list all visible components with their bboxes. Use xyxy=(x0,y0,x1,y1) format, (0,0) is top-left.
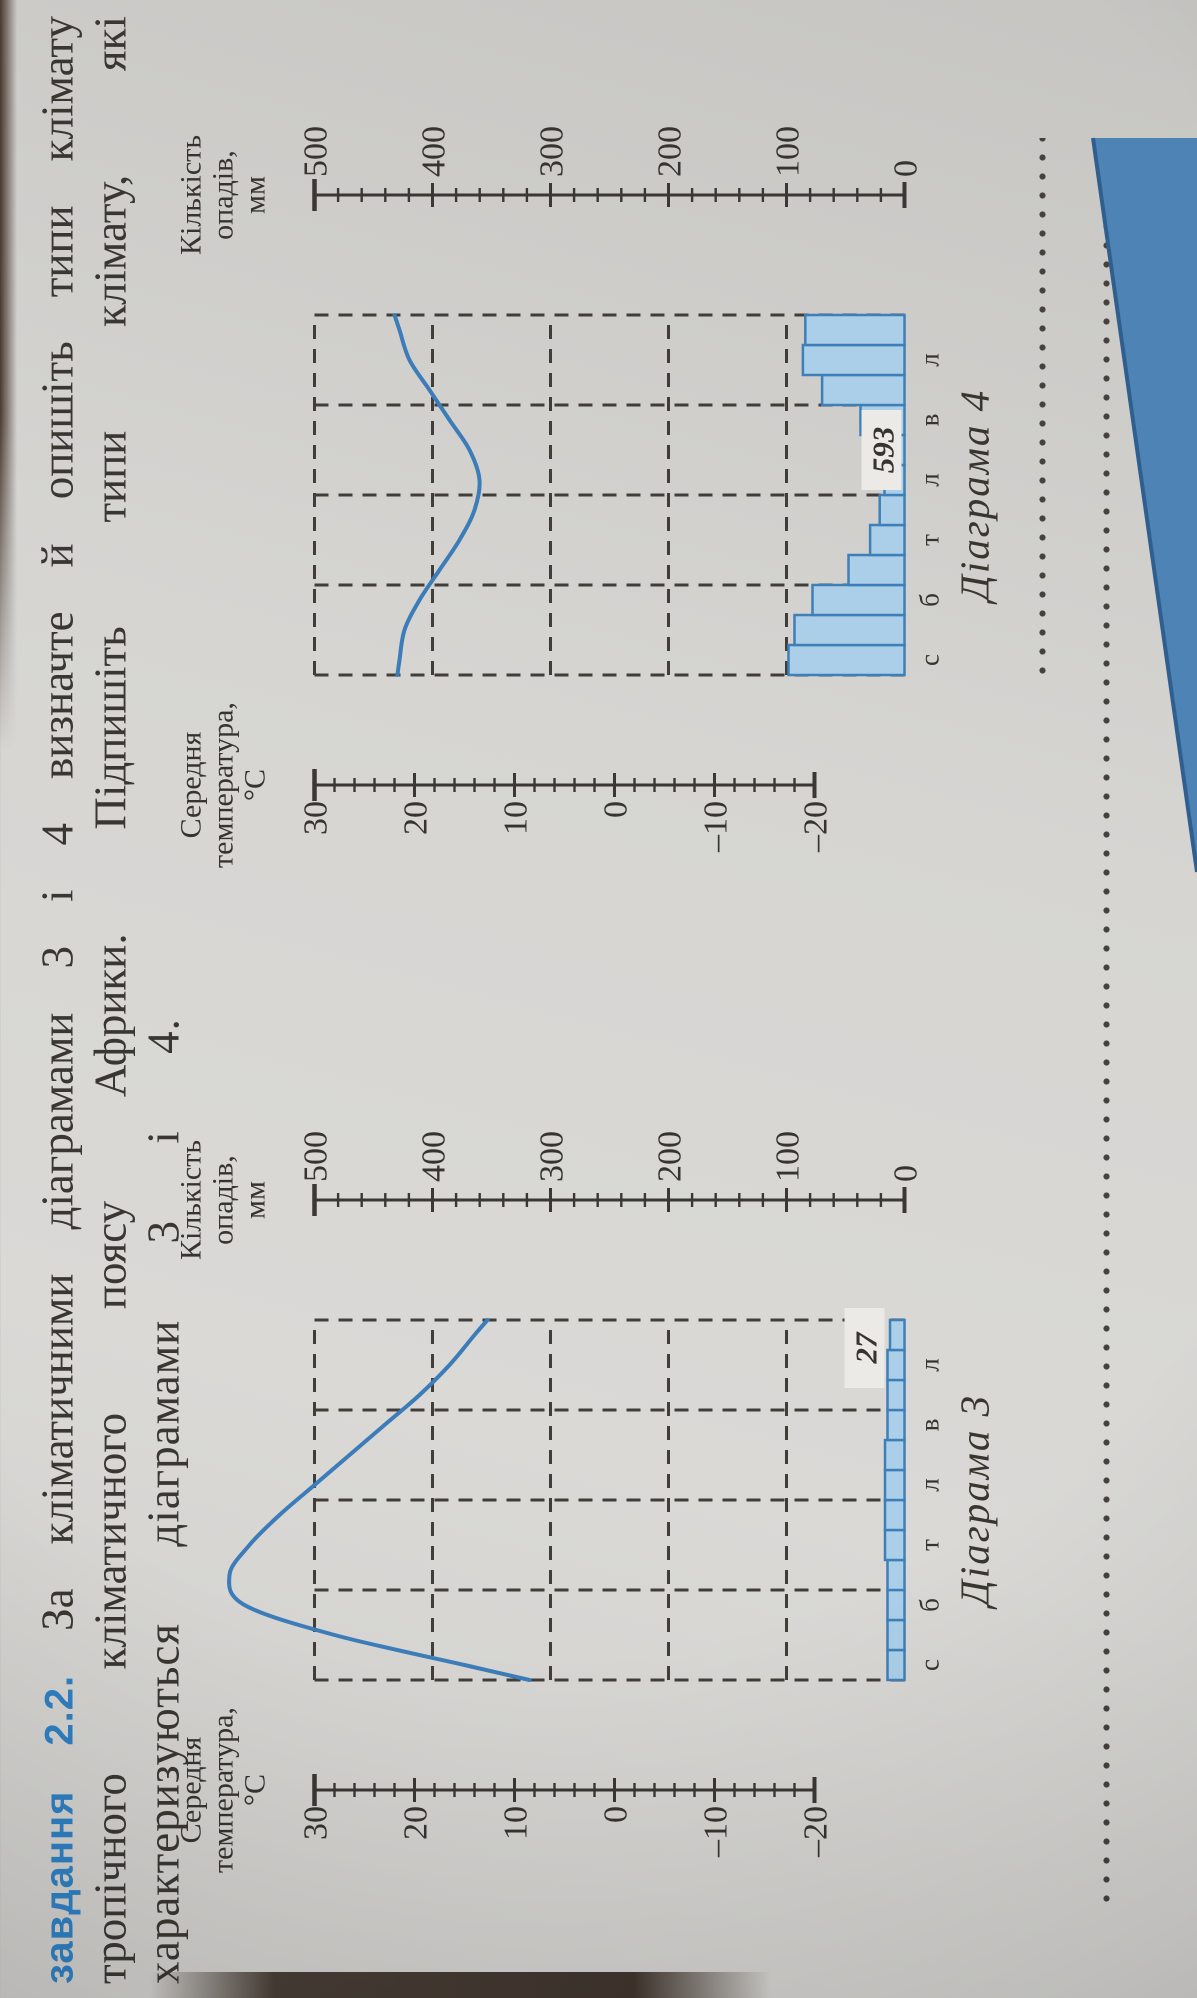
temp-axis-label: Середня xyxy=(174,1736,207,1843)
temp-ruler-tick-label: 10 xyxy=(497,1806,534,1840)
temp-ruler-tick-label: 20 xyxy=(397,1806,434,1840)
month-letter: л xyxy=(914,353,944,366)
precip-bar xyxy=(883,1468,906,1502)
precip-bar xyxy=(883,1438,906,1472)
book-gutter-shadow-left xyxy=(0,0,17,750)
precip-bar xyxy=(803,313,906,347)
month-letter: л xyxy=(914,1478,944,1491)
precip-axis-label: опадів, xyxy=(206,1155,239,1245)
precip-ruler-tick-label: 500 xyxy=(297,126,334,177)
month-letter: с xyxy=(914,1659,944,1671)
precip-axis-label: мм xyxy=(238,176,271,214)
answer-dotted-line-1 xyxy=(1038,138,1046,680)
diagram-3-caption: Діаграма 3 xyxy=(951,1393,997,1607)
temp-ruler-tick-label: –10 xyxy=(697,1806,734,1858)
month-letter: т xyxy=(914,1539,944,1551)
precip-ruler-tick-label: 0 xyxy=(887,1165,924,1182)
precip-bar xyxy=(885,1618,906,1652)
temp-ruler-tick-label: –20 xyxy=(797,1806,834,1858)
precip-axis-label: мм xyxy=(238,1181,271,1219)
month-letter: л xyxy=(914,473,944,486)
temp-axis-label: °С xyxy=(238,1774,271,1806)
temp-axis-label: температура, xyxy=(206,702,239,868)
precip-ruler-tick-label: 200 xyxy=(651,126,688,177)
month-letter: б xyxy=(914,593,944,607)
precip-bar xyxy=(885,1588,906,1622)
temp-ruler-tick-label: 0 xyxy=(597,1806,634,1823)
temp-axis-label: °С xyxy=(238,769,271,801)
precip-bar xyxy=(820,373,906,407)
precip-ruler-tick-label: 200 xyxy=(651,1131,688,1182)
precip-bar xyxy=(801,343,906,377)
precip-bar xyxy=(885,1648,906,1682)
temp-ruler-tick-label: 30 xyxy=(297,801,334,835)
precip-bar xyxy=(883,1528,906,1562)
climate-diagram-3: Середня температура, °С Кількість опадів, мм 3… xyxy=(172,1060,1022,1940)
precip-bar xyxy=(786,643,906,677)
precip-bar xyxy=(888,1318,906,1352)
precip-bar xyxy=(885,1408,906,1442)
month-letter: л xyxy=(914,1358,944,1371)
month-letter: с xyxy=(914,654,944,666)
task-text-line-2: тропічного кліматичного поясу Африки. Пі… xyxy=(85,16,135,1984)
precip-bar xyxy=(846,553,906,587)
precip-ruler-tick-label: 400 xyxy=(415,1131,452,1182)
precip-axis-label: Кількість xyxy=(174,1140,207,1260)
precip-bar xyxy=(885,1558,906,1592)
month-letter: в xyxy=(914,414,944,427)
precip-bar xyxy=(792,613,906,647)
climate-diagram-4: Середня температура, °С Кількість опадів, мм 3… xyxy=(172,55,1022,935)
temperature-curve xyxy=(392,313,482,677)
precip-bar xyxy=(810,583,906,617)
temp-ruler-tick-label: 30 xyxy=(297,1806,334,1840)
precip-ruler-tick-label: 300 xyxy=(533,126,570,177)
temp-ruler-tick-label: –10 xyxy=(697,801,734,853)
temp-ruler-tick-label: –20 xyxy=(797,801,834,853)
precip-ruler-tick-label: 500 xyxy=(297,1131,334,1182)
diagram-4-caption: Діаграма 4 xyxy=(951,388,997,602)
answer-dotted-line-2 xyxy=(1102,136,1110,1908)
precip-ruler-tick-label: 0 xyxy=(887,160,924,177)
task-text-line-1: завдання 2.2. За кліматичними діаграмами… xyxy=(32,16,82,1984)
precip-bar xyxy=(885,1348,906,1382)
precip-axis-label: Кількість xyxy=(174,135,207,255)
book-gutter-shadow-bottom xyxy=(150,1972,770,1998)
temperature-curve xyxy=(226,1318,531,1682)
month-letter: б xyxy=(914,1598,944,1612)
precip-bar xyxy=(868,523,906,557)
task-text-line-1-rest: За кліматичними діаграмами 3 і 4 визначт… xyxy=(32,16,82,1631)
precip-bar xyxy=(883,1498,906,1532)
climate-diagram-4-svg: Середня температура, °С Кількість опадів, мм 3… xyxy=(174,126,944,868)
temp-axis-label: Середня xyxy=(174,731,207,838)
precip-ruler-tick-label: 300 xyxy=(533,1131,570,1182)
precip-bar xyxy=(877,493,906,527)
precip-ruler-tick-label: 400 xyxy=(415,126,452,177)
month-letter: т xyxy=(914,534,944,546)
temp-ruler-tick-label: 0 xyxy=(597,801,634,818)
annual-precipitation-label: 27 xyxy=(848,1331,883,1365)
annotation-bg xyxy=(844,1308,884,1388)
temp-ruler-tick-label: 20 xyxy=(397,801,434,835)
precip-ruler-tick-label: 100 xyxy=(769,126,806,177)
annual-precipitation-label: 593 xyxy=(865,427,900,474)
temp-ruler-tick-label: 10 xyxy=(497,801,534,835)
task-number-badge: завдання 2.2. xyxy=(37,1674,81,1984)
precip-axis-label: опадів, xyxy=(206,150,239,240)
annotation-bg xyxy=(861,410,901,490)
precip-bar xyxy=(885,1378,906,1412)
temp-axis-label: температура, xyxy=(206,1707,239,1873)
climate-diagram-3-svg: Середня температура, °С Кількість опадів, мм 3… xyxy=(174,1131,944,1873)
precip-ruler-tick-label: 100 xyxy=(769,1131,806,1182)
month-letter: в xyxy=(914,1419,944,1432)
